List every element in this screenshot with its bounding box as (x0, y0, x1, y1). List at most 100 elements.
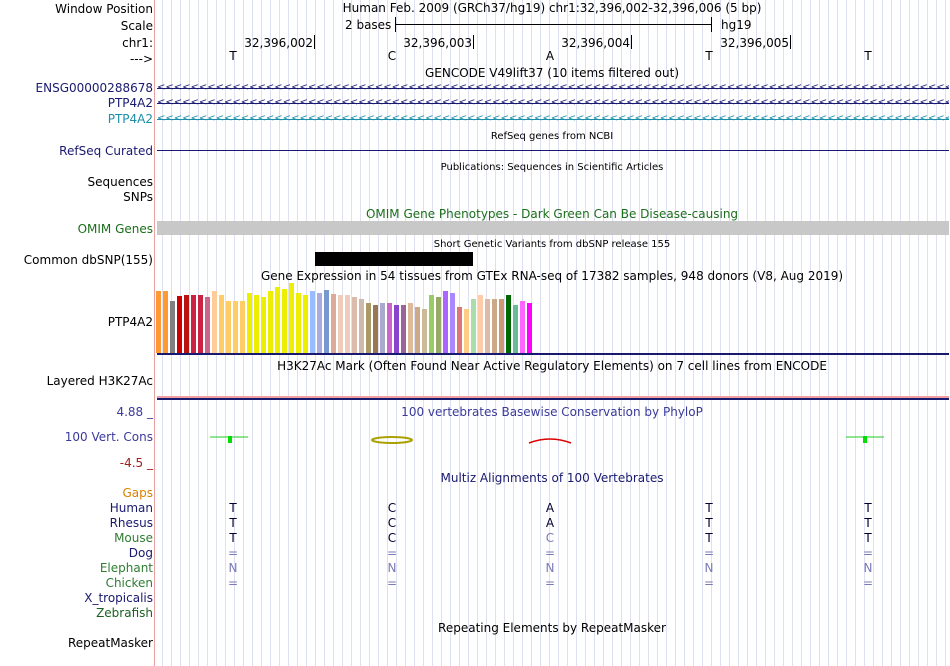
phylop-track-label[interactable]: 100 Vert. Cons (64, 430, 153, 444)
dbsnp-track-label[interactable]: Common dbSNP(155) (23, 253, 153, 267)
gtex-tissue-bar[interactable] (205, 297, 210, 353)
gtex-tissue-bar[interactable] (443, 291, 448, 353)
species-label[interactable]: Dog (128, 546, 153, 560)
gtex-tissue-bar[interactable] (464, 309, 469, 353)
gtex-tissue-bar[interactable] (254, 295, 259, 353)
gene-feature[interactable]: <<<<<<<<<<<<<<<<<<<<<<<<<<<<<<<<<<<<<<<<… (157, 97, 949, 108)
phylop-track-title[interactable]: 100 vertebrates Basewise Conservation by… (401, 405, 703, 419)
gtex-tissue-bar[interactable] (415, 307, 420, 353)
gene-feature[interactable]: <<<<<<<<<<<<<<<<<<<<<<<<<<<<<<<<<<<<<<<<… (157, 113, 949, 124)
gtex-tissue-bar[interactable] (324, 290, 329, 353)
species-label[interactable]: Gaps (122, 486, 153, 500)
gtex-tissue-bar[interactable] (352, 297, 357, 353)
gtex-tissue-bar[interactable] (310, 291, 315, 353)
h3k27ac-track-title[interactable]: H3K27Ac Mark (Often Found Near Active Re… (277, 359, 827, 373)
gtex-tissue-bar[interactable] (296, 293, 301, 353)
gtex-tissue-bar[interactable] (359, 299, 364, 353)
gtex-tissue-bar[interactable] (198, 295, 203, 353)
gtex-tissue-bar[interactable] (233, 301, 238, 353)
gtex-tissue-bar[interactable] (492, 299, 497, 353)
gtex-tissue-bar[interactable] (184, 295, 189, 353)
gtex-tissue-bar[interactable] (478, 295, 483, 353)
gtex-tissue-bar[interactable] (240, 301, 245, 353)
gtex-tissue-bar[interactable] (170, 301, 175, 353)
refseq-track-title[interactable]: RefSeq genes from NCBI (490, 131, 614, 142)
gtex-tissue-bar[interactable] (527, 303, 532, 353)
refseq-track-label[interactable]: RefSeq Curated (59, 144, 153, 158)
gtex-tissue-bar[interactable] (191, 295, 196, 353)
gencode-track-label[interactable]: PTP4A2 (107, 96, 153, 110)
gtex-tissue-bar[interactable] (163, 291, 168, 353)
species-label[interactable]: Rhesus (109, 516, 153, 530)
publications-track-title[interactable]: Publications: Sequences in Scientific Ar… (440, 162, 664, 173)
alignment-base: N (228, 561, 238, 575)
repeatmasker-track-label[interactable]: RepeatMasker (67, 636, 153, 650)
gtex-tissue-bar[interactable] (289, 283, 294, 353)
omim-track-title[interactable]: OMIM Gene Phenotypes - Dark Green Can Be… (365, 207, 739, 221)
gtex-tissue-bar[interactable] (373, 305, 378, 353)
gtex-tissue-bar[interactable] (366, 303, 371, 353)
gtex-tissue-bar[interactable] (499, 299, 504, 353)
gencode-track-title[interactable]: GENCODE V49lift37 (10 items filtered out… (424, 66, 680, 80)
sequences-track-label[interactable]: Sequences (87, 175, 153, 189)
gtex-tissue-bar[interactable] (387, 303, 392, 353)
gridline (882, 0, 883, 666)
gtex-tissue-bar[interactable] (212, 291, 217, 353)
gtex-tissue-bar[interactable] (485, 299, 490, 353)
gtex-tissue-bar[interactable] (429, 295, 434, 353)
gene-feature[interactable]: <<<<<<<<<<<<<<<<<<<<<<<<<<<<<<<<<<<<<<<<… (157, 82, 949, 93)
repeatmasker-track-title[interactable]: Repeating Elements by RepeatMasker (438, 621, 666, 635)
gtex-tissue-bar[interactable] (401, 305, 406, 353)
gtex-tissue-bar[interactable] (471, 299, 476, 353)
gtex-track-label[interactable]: PTP4A2 (107, 315, 153, 329)
species-label[interactable]: Elephant (99, 561, 153, 575)
dbsnp-variant[interactable] (315, 252, 473, 266)
gtex-tissue-bar[interactable] (520, 301, 525, 353)
gtex-tissue-bar[interactable] (226, 301, 231, 353)
omim-feature-band[interactable] (157, 221, 949, 235)
gtex-tissue-bar[interactable] (303, 295, 308, 353)
multiz-track-title[interactable]: Multiz Alignments of 100 Vertebrates (440, 471, 664, 485)
gtex-tissue-bar[interactable] (457, 307, 462, 353)
phylop-max-label: 4.88 _ (116, 405, 153, 419)
phylop-wiggle[interactable] (155, 425, 949, 449)
gencode-track-label[interactable]: ENSG00000288678 (35, 81, 153, 95)
species-label[interactable]: Human (109, 501, 153, 515)
gtex-tissue-bar[interactable] (275, 287, 280, 353)
h3k27ac-track-label[interactable]: Layered H3K27Ac (46, 374, 153, 388)
snps-track-label[interactable]: SNPs (123, 190, 153, 204)
gtex-tissue-bar[interactable] (247, 293, 252, 353)
gtex-tissue-bar[interactable] (317, 293, 322, 353)
gtex-track-title[interactable]: Gene Expression in 54 tissues from GTEx … (260, 269, 844, 283)
gtex-tissue-bar[interactable] (219, 295, 224, 353)
gtex-tissue-bar[interactable] (394, 305, 399, 353)
species-label[interactable]: Chicken (105, 576, 153, 590)
gtex-tissue-bar[interactable] (261, 297, 266, 353)
refseq-gene-line[interactable] (157, 150, 949, 151)
species-label[interactable]: Zebrafish (96, 606, 153, 620)
gtex-tissue-bar[interactable] (513, 305, 518, 353)
gtex-tissue-bar[interactable] (436, 297, 441, 353)
gtex-tissue-bar[interactable] (282, 289, 287, 353)
gridline (810, 0, 811, 666)
dbsnp-track-title[interactable]: Short Genetic Variants from dbSNP releas… (433, 239, 671, 250)
alignment-base: T (229, 531, 237, 545)
gtex-tissue-bar[interactable] (156, 291, 161, 353)
gtex-tissue-bar[interactable] (338, 295, 343, 353)
species-label[interactable]: X_tropicalis (84, 591, 153, 605)
gtex-tissue-bar[interactable] (345, 295, 350, 353)
gtex-tissue-bar[interactable] (380, 303, 385, 353)
gtex-tissue-bar[interactable] (331, 294, 336, 353)
gridline (729, 0, 730, 666)
omim-track-label[interactable]: OMIM Genes (77, 222, 153, 236)
gridline (162, 0, 163, 666)
gtex-tissue-bar[interactable] (506, 295, 511, 353)
gencode-track-label[interactable]: PTP4A2 (107, 112, 153, 126)
gtex-tissue-bar[interactable] (408, 303, 413, 353)
gtex-tissue-bar[interactable] (450, 293, 455, 353)
gtex-tissue-bar[interactable] (422, 309, 427, 353)
gtex-tissue-bar[interactable] (268, 291, 273, 353)
gtex-tissue-bar[interactable] (177, 296, 182, 353)
species-label[interactable]: Mouse (114, 531, 153, 545)
